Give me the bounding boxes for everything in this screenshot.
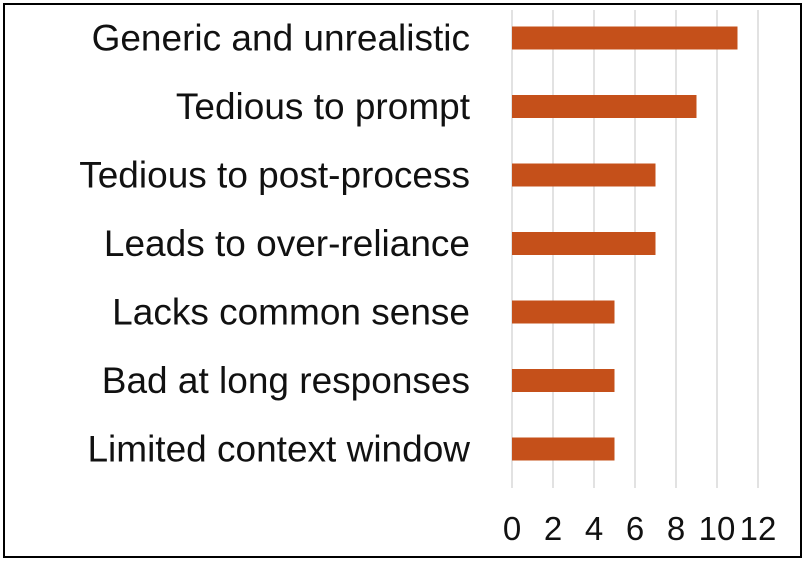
- category-label-6: Limited context window: [87, 429, 470, 470]
- bar-0: [512, 26, 738, 50]
- category-label-1: Tedious to prompt: [176, 86, 471, 127]
- category-label-2: Tedious to post-process: [79, 155, 470, 196]
- bars: [512, 26, 738, 461]
- x-tick-label-10: 10: [699, 510, 736, 547]
- x-tick-label-2: 2: [544, 510, 562, 547]
- category-labels: Generic and unrealistic Tedious to prompt…: [79, 18, 470, 470]
- bar-3: [512, 232, 656, 255]
- x-tick-label-8: 8: [667, 510, 685, 547]
- x-tick-label-0: 0: [503, 510, 521, 547]
- category-label-5: Bad at long responses: [102, 360, 470, 401]
- bar-6: [512, 437, 615, 461]
- bar-4: [512, 300, 615, 324]
- x-axis-tick-labels: 0 2 4 6 8 10 12: [503, 510, 777, 547]
- x-tick-label-6: 6: [626, 510, 644, 547]
- x-tick-label-12: 12: [740, 510, 777, 547]
- gridlines: [511, 10, 759, 488]
- bar-2: [512, 163, 656, 187]
- bar-1: [512, 95, 697, 118]
- category-label-4: Lacks common sense: [112, 292, 470, 333]
- x-tick-label-4: 4: [585, 510, 603, 547]
- bar-5: [512, 369, 615, 392]
- category-label-3: Leads to over-reliance: [104, 223, 470, 264]
- category-label-0: Generic and unrealistic: [92, 18, 470, 59]
